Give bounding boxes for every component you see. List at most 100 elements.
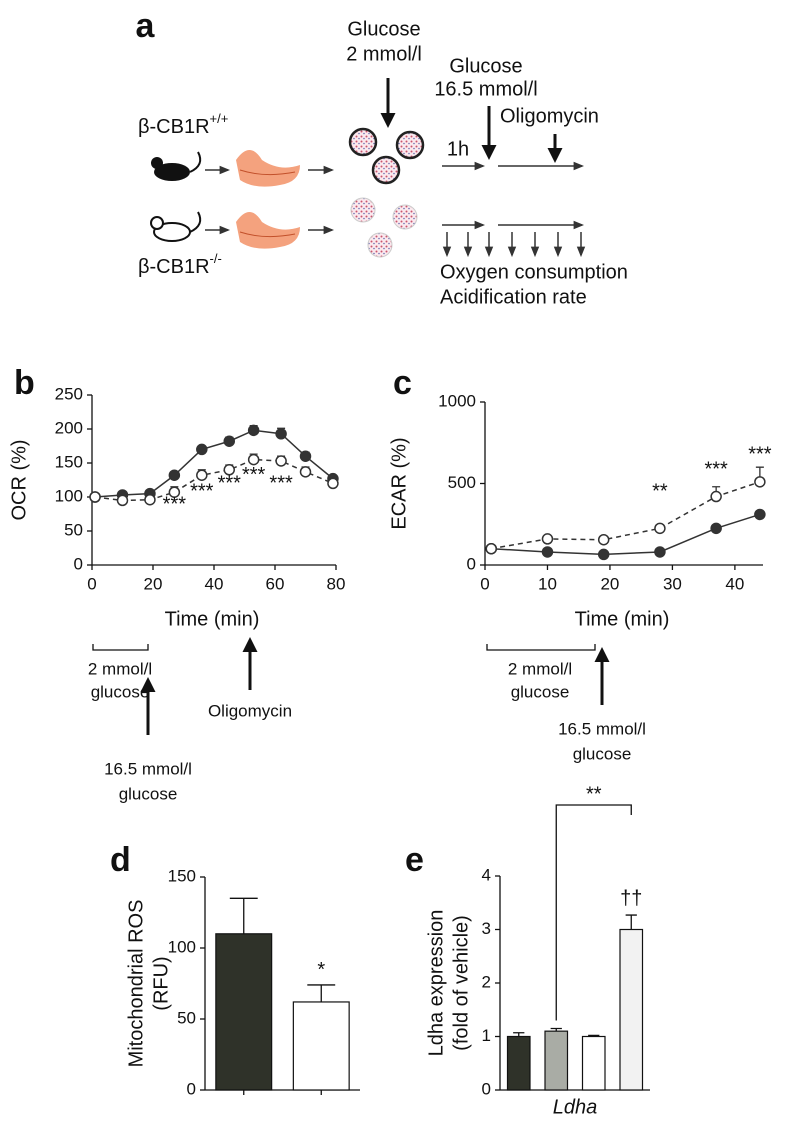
y-tick-label: 500: [448, 473, 476, 492]
x-tick-label: 60: [266, 574, 285, 593]
pancreas: [236, 212, 300, 249]
note: glucose: [573, 744, 632, 763]
x-tick-label: 20: [144, 574, 163, 593]
y-tick-label: 0: [74, 554, 83, 573]
point: [144, 493, 156, 506]
error-bar: [229, 897, 258, 934]
significance: ***: [269, 472, 293, 494]
pancreas: [236, 150, 300, 187]
y-axis-label: Mitochondrial ROS: [125, 900, 147, 1068]
y-tick-label: 1000: [438, 391, 476, 410]
arrows: [205, 161, 586, 258]
panel-letter: a: [136, 7, 156, 45]
panel-letter: e: [405, 841, 424, 879]
bracket: [92, 644, 149, 651]
bar: [292, 1001, 350, 1091]
bracket: [486, 644, 596, 651]
label: 1h: [447, 138, 469, 160]
x-tick-label: 0: [480, 574, 489, 593]
note: glucose: [91, 682, 150, 701]
point: [247, 424, 260, 437]
point: [710, 522, 722, 535]
x-tick-label: 10: [538, 574, 557, 593]
y-tick-label: 0: [187, 1079, 196, 1098]
significance: ***: [163, 493, 187, 515]
label: Oxygen consumption: [440, 261, 628, 283]
x-tick-label: 80: [327, 574, 346, 593]
y-tick-label: 200: [55, 418, 83, 437]
point: [196, 443, 208, 456]
bar: [215, 933, 273, 1091]
note: 16.5 mmol/l: [558, 719, 646, 738]
point: [299, 450, 312, 462]
y-tick-label: 3: [482, 919, 491, 938]
x-tick-label: 0: [87, 574, 96, 593]
note: 16.5 mmol/l: [104, 759, 192, 778]
y-tick-label: 50: [64, 520, 83, 539]
point: [168, 469, 181, 481]
error-bar: [625, 914, 637, 930]
point: [597, 548, 610, 561]
error-bar: [513, 1032, 525, 1037]
x-axis-label: Time (min): [575, 608, 670, 630]
label: 2 mmol/l: [346, 43, 422, 65]
x-tick-label: 30: [663, 574, 682, 593]
y-tick-label: 100: [55, 486, 83, 505]
significance: ***: [704, 458, 728, 480]
y-axis-label: (RFU): [150, 956, 172, 1010]
point: [327, 477, 339, 490]
y-tick-label: 0: [482, 1079, 491, 1098]
x-axis-label: Ldha: [553, 1096, 598, 1118]
note: glucose: [511, 682, 570, 701]
series-line: [94, 458, 334, 502]
significance: ***: [748, 443, 772, 465]
point: [89, 491, 101, 503]
point: [196, 469, 208, 481]
bracket: [555, 804, 632, 1021]
y-tick-label: 50: [177, 1008, 196, 1027]
point: [275, 428, 287, 440]
y-axis-label: (fold of vehicle): [450, 915, 472, 1051]
significance: ††: [620, 887, 642, 909]
series-line: [491, 513, 761, 556]
islets: [348, 127, 425, 185]
y-axis-label: OCR (%): [8, 439, 30, 520]
significance: ***: [190, 481, 214, 503]
point: [247, 453, 260, 466]
series-line: [94, 429, 334, 498]
point: [654, 546, 666, 558]
point: [710, 490, 722, 503]
bar: [619, 928, 644, 1091]
panel-letter: d: [110, 841, 131, 879]
point: [597, 533, 610, 546]
point: [754, 476, 766, 488]
note: 2 mmol/l: [88, 659, 152, 678]
label: Acidification rate: [440, 286, 587, 308]
y-tick-label: 0: [467, 554, 476, 573]
point: [541, 533, 554, 545]
significance: ***: [218, 472, 242, 494]
point: [654, 522, 666, 535]
x-tick-label: 20: [600, 574, 619, 593]
bar: [581, 1035, 606, 1091]
x-tick-label: 40: [725, 574, 744, 593]
genotype: β-CB1R+/+: [138, 111, 228, 138]
point: [223, 435, 235, 447]
y-tick-label: 100: [168, 937, 196, 956]
label: Oligomycin: [500, 105, 599, 127]
series-line: [491, 481, 761, 550]
y-axis-label: Ldha expression: [425, 910, 447, 1057]
significance: **: [586, 783, 602, 805]
error-bar: [307, 984, 336, 1002]
significance: *: [317, 959, 325, 981]
panel-a: a Glucose 2 mmol/l Glucose 16.5 mmol/l O…: [136, 7, 628, 308]
point: [275, 455, 287, 467]
point: [485, 542, 497, 555]
x-axis-label: Time (min): [165, 608, 260, 630]
mouse: [150, 211, 202, 242]
y-tick-label: 250: [55, 384, 83, 403]
note: Oligomycin: [208, 701, 292, 720]
point: [116, 494, 129, 507]
point: [754, 508, 766, 521]
